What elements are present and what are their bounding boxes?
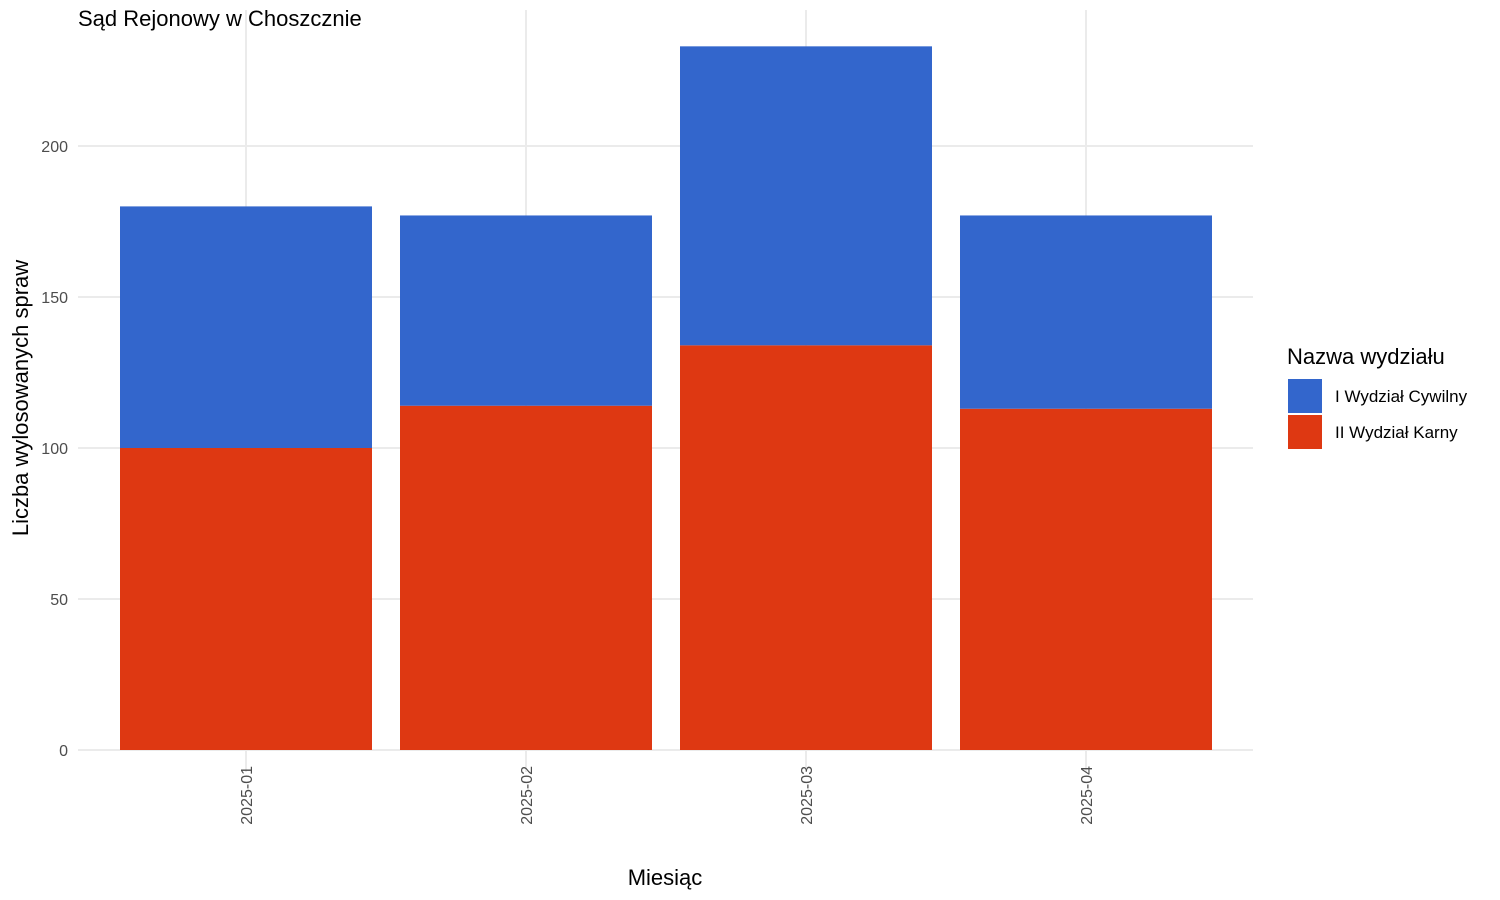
x-tick-label: 2025-03	[799, 766, 816, 825]
bar-segment	[120, 448, 372, 750]
y-tick-label: 200	[41, 139, 68, 156]
legend-label: I Wydział Cywilny	[1335, 387, 1468, 406]
chart-title: Sąd Rejonowy w Choszcznie	[78, 6, 362, 31]
y-tick-label: 150	[41, 290, 68, 307]
legend-title: Nazwa wydziału	[1287, 344, 1445, 369]
x-tick-label: 2025-01	[239, 766, 256, 825]
bar-segment	[960, 408, 1212, 750]
x-tick-label: 2025-02	[519, 766, 536, 825]
bar-segment	[680, 46, 932, 346]
bar-segment	[120, 206, 372, 448]
bars-layer	[120, 46, 1212, 750]
legend-items: I Wydział Cywilny II Wydział Karny	[1288, 379, 1468, 449]
x-tick-label: 2025-04	[1079, 766, 1096, 825]
bar-segment	[400, 405, 652, 750]
y-axis-title: Liczba wylosowanych spraw	[8, 260, 33, 536]
legend-label: II Wydział Karny	[1335, 423, 1458, 442]
bar-segment	[960, 215, 1212, 409]
y-tick-label: 0	[59, 743, 68, 760]
legend-swatch	[1288, 415, 1322, 449]
bar-segment	[400, 215, 652, 406]
x-axis-title: Miesiąc	[628, 865, 703, 890]
y-tick-label: 100	[41, 441, 68, 458]
x-axis-ticks: 2025-01 2025-02 2025-03 2025-04	[239, 766, 1096, 825]
y-axis-ticks: 0 50 100 150 200	[41, 139, 68, 760]
legend: Nazwa wydziału I Wydział Cywilny II Wydzi…	[1287, 344, 1468, 449]
bar-segment	[680, 345, 932, 750]
legend-swatch	[1288, 379, 1322, 413]
y-tick-label: 50	[50, 592, 68, 609]
